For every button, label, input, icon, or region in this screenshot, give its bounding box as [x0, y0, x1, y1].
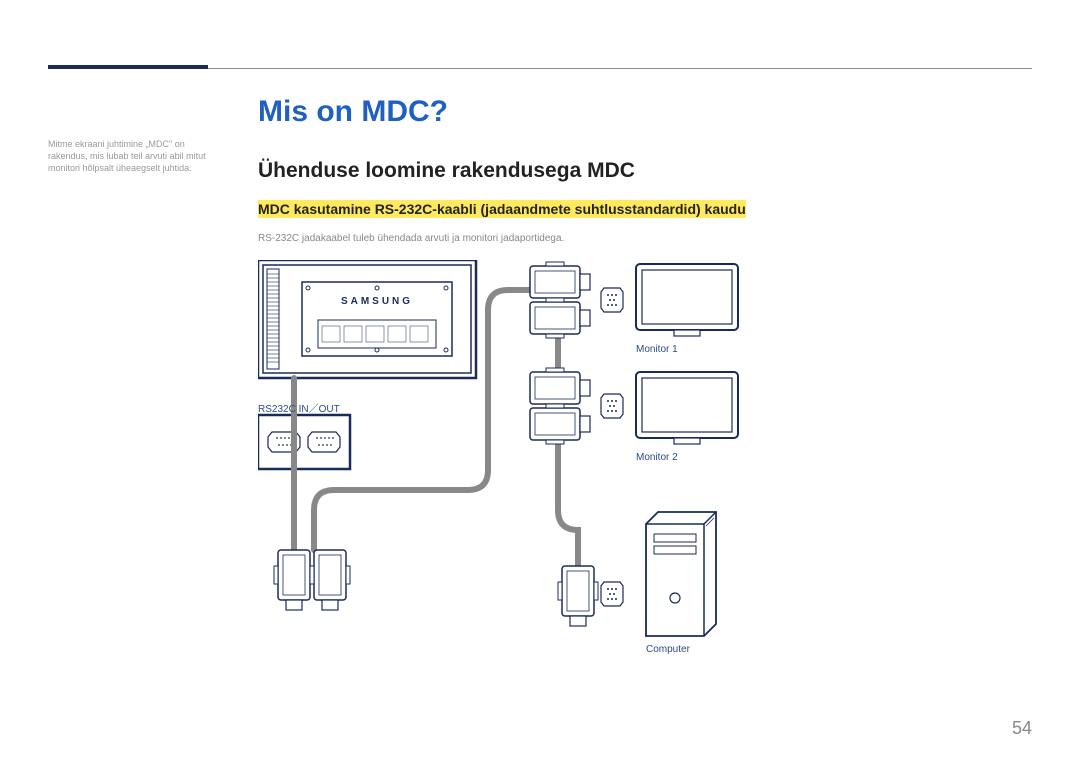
plug-h-m1-top [530, 262, 590, 302]
page-title: Mis on MDC? [258, 95, 1032, 129]
highlight-text: MDC kasutamine RS-232C-kaabli (jadaandme… [258, 200, 746, 218]
device-back-panel: SAMSUNG [258, 260, 476, 378]
plug-h-m1-bot [530, 298, 590, 338]
plug-v-computer [558, 566, 598, 626]
top-accent-bar [48, 65, 208, 69]
computer-icon [646, 512, 716, 636]
page-number: 54 [1012, 718, 1032, 739]
brand-text: SAMSUNG [341, 296, 413, 307]
monitor-2-icon [636, 372, 738, 444]
page-subtitle: Ühenduse loomine rakendusega MDC [258, 159, 1032, 183]
main-content: Mis on MDC? Ühenduse loomine rakendusega… [258, 95, 1032, 690]
monitor-1-icon [636, 264, 738, 336]
body-text: RS-232C jadakaabel tuleb ühendada arvuti… [258, 233, 1032, 244]
plug-vertical-1 [274, 550, 314, 610]
sidebar-text: Mitme ekraani juhtimine „MDC" on rakendu… [48, 139, 206, 173]
highlight-row: MDC kasutamine RS-232C-kaabli (jadaandme… [258, 201, 1032, 219]
db9-m1 [601, 288, 623, 312]
monitor2-label: Monitor 2 [636, 452, 678, 463]
port-caption: RS232C IN／OUT [258, 400, 340, 415]
computer-label: Computer [646, 644, 690, 655]
db9-m2 [601, 394, 623, 418]
monitor1-label: Monitor 1 [636, 344, 678, 355]
sidebar-note: Mitme ekraani juhtimine „MDC" on rakendu… [48, 138, 223, 174]
plug-vertical-2 [310, 550, 350, 610]
connection-diagram: SAMSUNG [258, 260, 978, 690]
plug-h-m2-top [530, 368, 590, 408]
db9-computer [601, 582, 623, 606]
diagram-svg: SAMSUNG [258, 260, 978, 690]
rs232c-port-callout [258, 415, 350, 469]
plug-h-m2-bot [530, 404, 590, 444]
